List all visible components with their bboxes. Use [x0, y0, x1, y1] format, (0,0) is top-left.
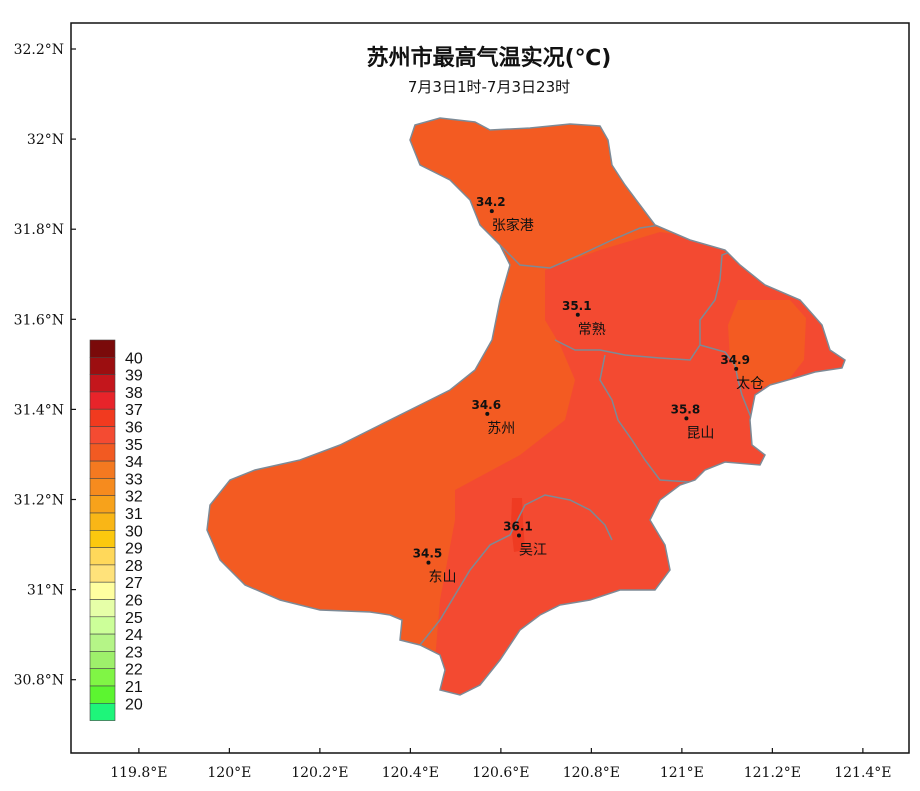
station-marker: 36.1 吴江 — [503, 520, 547, 559]
station-dot — [485, 411, 490, 416]
y-tick-label: 31.2°N — [14, 493, 64, 509]
x-tick-label: 121.4°E — [834, 765, 891, 781]
legend-swatch — [89, 616, 116, 635]
legend-swatch — [89, 599, 116, 618]
legend-label: 27 — [125, 575, 143, 592]
y-tick-label: 31.8°N — [14, 222, 64, 238]
legend-label: 22 — [125, 662, 143, 679]
station-dot — [684, 416, 689, 421]
station-value: 34.2 — [476, 195, 506, 209]
station-value: 35.8 — [671, 402, 701, 416]
x-tick-label: 119.8°E — [110, 765, 167, 781]
legend-label: 33 — [125, 471, 143, 488]
station-marker: 34.6 苏州 — [471, 398, 515, 437]
station-name: 常熟 — [578, 322, 606, 338]
x-tick-label: 120°E — [207, 765, 251, 781]
map-title: 苏州市最高气温实况(℃) — [367, 45, 612, 71]
legend-swatch — [89, 391, 116, 410]
station-name: 东山 — [428, 570, 456, 586]
station-dot — [734, 366, 739, 371]
legend-label: 29 — [125, 541, 143, 558]
station-dot — [575, 312, 580, 317]
legend-swatch — [89, 702, 116, 721]
station-marker: 34.2 张家港 — [476, 195, 534, 234]
legend-label: 20 — [125, 696, 143, 713]
legend-swatch — [89, 356, 116, 375]
legend-label: 40 — [125, 350, 143, 367]
y-tick-label: 31.4°N — [14, 402, 64, 418]
legend-label: 36 — [125, 420, 143, 437]
legend-label: 39 — [125, 368, 143, 385]
legend-label: 24 — [125, 627, 143, 644]
legend-label: 21 — [125, 679, 143, 696]
legend: 4039383736353433323130292827262524232221… — [89, 339, 143, 721]
legend-label: 28 — [125, 558, 143, 575]
x-tick-label: 120.6°E — [472, 765, 529, 781]
legend-label: 32 — [125, 489, 143, 506]
legend-swatch — [89, 460, 116, 479]
zone-34-taicang — [728, 300, 806, 388]
y-tick-label: 31°N — [27, 583, 64, 599]
legend-swatch — [89, 478, 116, 496]
station-marker: 34.9 太仓 — [720, 353, 764, 392]
x-tick-label: 120.2°E — [291, 765, 348, 781]
x-tick-label: 120.4°E — [382, 765, 439, 781]
station-name: 太仓 — [736, 376, 764, 392]
legend-swatch — [89, 374, 116, 393]
station-dot — [426, 560, 431, 565]
legend-swatch — [89, 339, 116, 358]
station-value: 34.5 — [413, 547, 443, 561]
station-dot — [489, 209, 494, 214]
station-value: 34.9 — [720, 353, 750, 367]
x-tick-label: 121.2°E — [744, 765, 801, 781]
station-value: 36.1 — [503, 520, 533, 534]
y-tick-label: 32.2°N — [14, 42, 64, 58]
map-subtitle: 7月3日1时-7月3日23时 — [408, 78, 570, 96]
legend-swatch — [89, 408, 116, 427]
station-name: 昆山 — [686, 425, 714, 441]
legend-swatch — [89, 564, 116, 583]
y-tick-label: 31.6°N — [14, 312, 64, 328]
legend-swatch — [89, 651, 116, 670]
legend-swatch — [89, 685, 116, 704]
y-tick-label: 30.8°N — [14, 673, 64, 689]
station-name: 吴江 — [519, 543, 547, 559]
legend-swatch — [89, 581, 116, 600]
station-name: 张家港 — [492, 217, 534, 234]
legend-swatch — [89, 668, 116, 687]
legend-label: 26 — [125, 593, 143, 610]
county-boundaries — [419, 224, 753, 646]
legend-swatch — [89, 547, 116, 566]
legend-swatch — [89, 495, 116, 514]
station-marker: 35.1 常熟 — [562, 299, 606, 338]
legend-swatch — [89, 426, 116, 445]
legend-label: 23 — [125, 644, 143, 661]
legend-swatch — [89, 512, 116, 531]
legend-swatch — [89, 633, 116, 652]
x-tick-label: 120.8°E — [563, 765, 620, 781]
legend-label: 38 — [125, 385, 143, 402]
y-tick-label: 32°N — [27, 132, 64, 148]
stations: 34.2 张家港 35.1 常熟 34.9 太仓 34.6 苏州 35.8 昆山 36.1 吴江 34.… — [413, 195, 765, 585]
legend-label: 37 — [125, 402, 143, 419]
station-name: 苏州 — [487, 421, 515, 437]
legend-swatch — [89, 529, 116, 548]
station-marker: 34.5 东山 — [413, 547, 457, 586]
x-axis: 119.8°E 120°E 120.2°E 120.4°E 120.6°E 120.8°E… — [110, 748, 892, 781]
legend-label: 25 — [125, 610, 143, 627]
station-dot — [516, 533, 521, 538]
legend-label: 35 — [125, 437, 143, 454]
x-tick-label: 121°E — [660, 765, 704, 781]
legend-label: 31 — [125, 506, 143, 523]
legend-label: 34 — [125, 454, 143, 471]
legend-label: 30 — [125, 523, 143, 540]
legend-swatch — [89, 443, 116, 462]
station-value: 35.1 — [562, 299, 592, 313]
station-marker: 35.8 昆山 — [671, 402, 715, 441]
y-axis: 32.2°N 32°N 31.8°N 31.6°N 31.4°N 31.2°N 31°N 30… — [14, 42, 76, 689]
station-value: 34.6 — [471, 398, 501, 412]
